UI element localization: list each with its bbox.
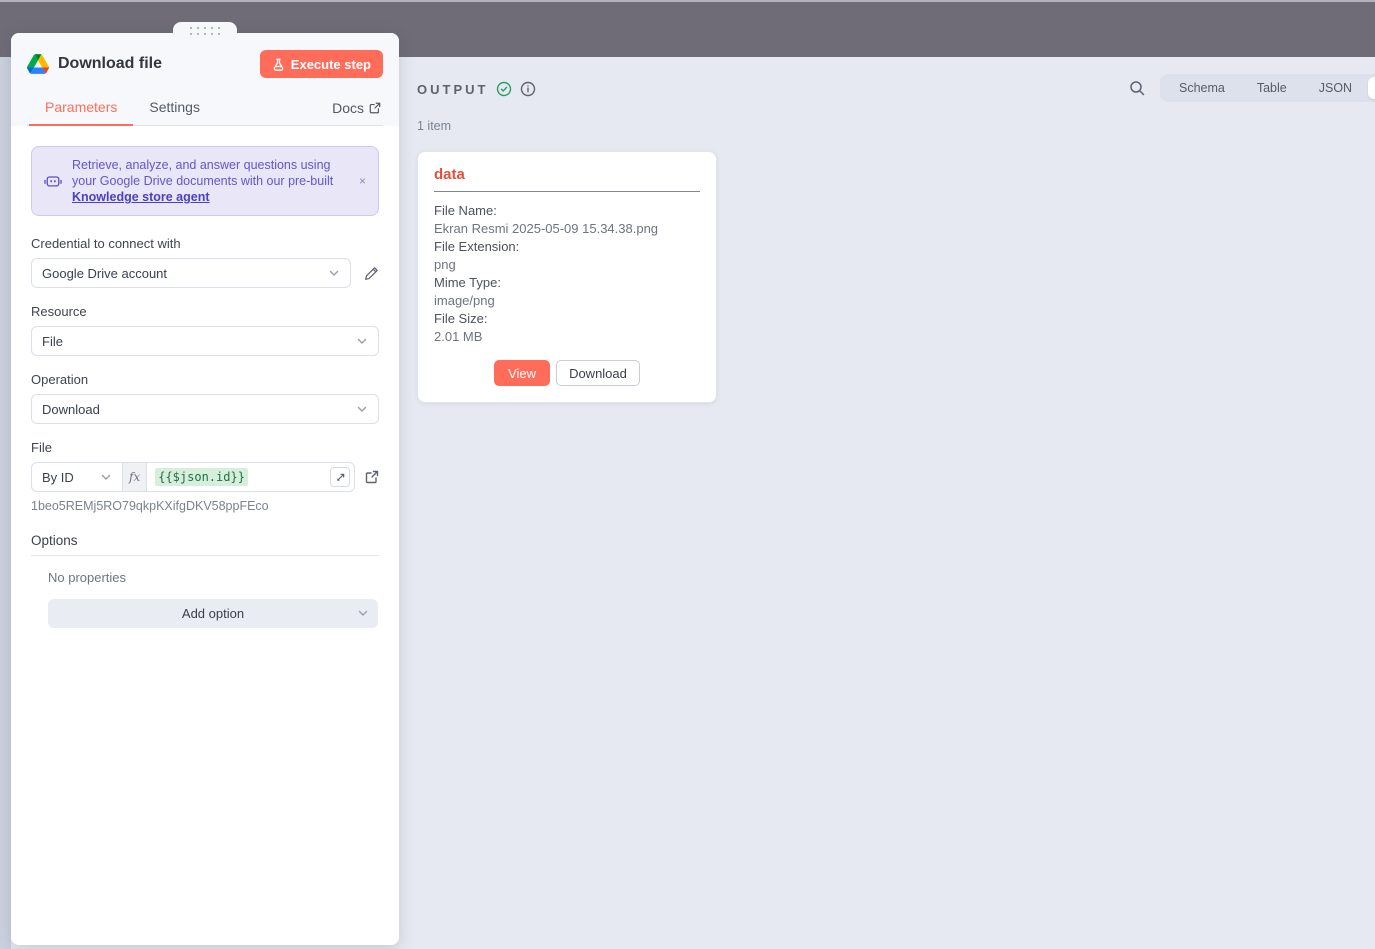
tab-parameters[interactable]: Parameters (29, 91, 134, 126)
binary-data-card: data File Name: Ekran Resmi 2025-05-09 1… (417, 151, 717, 403)
file-name-value: Ekran Resmi 2025-05-09 15.34.38.png (434, 221, 659, 236)
parameters-form: Retrieve, analyze, and answer questions … (11, 126, 399, 945)
resource-label: Resource (31, 304, 87, 319)
add-option-button[interactable]: Add option (48, 599, 378, 628)
card-divider (434, 191, 700, 192)
operation-select[interactable]: Download (31, 394, 379, 424)
robot-icon (44, 173, 62, 189)
docs-label: Docs (332, 100, 364, 116)
chevron-down-icon (356, 403, 368, 415)
tab-settings[interactable]: Settings (149, 99, 200, 115)
expression-value: {{$json.id}} (155, 468, 248, 486)
chevron-down-icon (356, 335, 368, 347)
execute-step-button[interactable]: Execute step (259, 50, 383, 78)
backdrop-strip (0, 57, 11, 949)
chevron-down-icon (328, 267, 340, 279)
file-label: File (31, 440, 52, 455)
credential-field-group: Credential to connect with Google Drive … (31, 236, 379, 288)
file-extension-value: png (434, 257, 456, 272)
operation-label: Operation (31, 372, 89, 387)
knowledge-store-agent-link[interactable]: Knowledge store agent (72, 190, 210, 204)
view-tab-table[interactable]: Table (1256, 81, 1287, 95)
file-size-value: 2.01 MB (434, 329, 483, 344)
knowledge-store-callout: Retrieve, analyze, and answer questions … (31, 146, 379, 216)
resource-select[interactable]: File (31, 326, 379, 356)
external-link-icon (369, 102, 381, 114)
operation-field-group: Operation Download (31, 372, 379, 424)
output-panel: OUTPUT Schema Table JSON Binary 1 item d… (400, 57, 1375, 949)
items-count: 1 item (417, 119, 452, 133)
node-tabs: Parameters Settings Docs (27, 91, 383, 126)
output-view-tabs: Schema Table JSON Binary (1160, 74, 1375, 102)
execute-step-label: Execute step (290, 56, 371, 72)
download-button[interactable]: Download (556, 360, 640, 386)
google-drive-icon (27, 54, 49, 74)
file-mode-select[interactable]: By ID (31, 462, 123, 492)
drag-dots-icon (189, 26, 221, 36)
info-icon[interactable] (520, 81, 536, 97)
credential-label: Credential to connect with (31, 236, 181, 251)
resource-value: File (42, 333, 63, 349)
options-section-label: Options (31, 533, 379, 556)
file-field-group: File By ID fx {{$json.id}} (31, 440, 379, 513)
view-tab-json[interactable]: JSON (1318, 81, 1353, 95)
open-expression-editor-icon[interactable] (330, 467, 350, 487)
file-mode-value: By ID (42, 469, 74, 485)
open-file-external-link-icon[interactable] (365, 470, 379, 484)
node-details-panel: Download file Execute step Parameters Se… (11, 33, 399, 945)
mime-type-value: image/png (434, 293, 495, 308)
fx-badge: fx (123, 462, 148, 492)
resolved-expression-value: 1beo5REMj5RO79qkpKXifgDKV58ppFEco (31, 499, 269, 513)
file-name-label: File Name: (434, 203, 497, 218)
binary-key-title: data (434, 166, 465, 183)
resource-field-group: Resource File (31, 304, 379, 356)
file-extension-label: File Extension: (434, 239, 520, 254)
view-tab-binary[interactable]: Binary (1368, 77, 1375, 99)
add-option-label: Add option (181, 606, 245, 621)
node-title: Download file (58, 55, 162, 72)
file-size-label: File Size: (434, 311, 488, 326)
options-empty-text: No properties (48, 570, 127, 585)
success-check-icon (496, 81, 512, 97)
file-id-expression-input[interactable]: {{$json.id}} (147, 462, 355, 492)
callout-text: Retrieve, analyze, and answer questions … (72, 158, 334, 204)
mime-type-label: Mime Type: (434, 275, 501, 290)
operation-value: Download (42, 401, 100, 417)
edit-credential-pencil-icon[interactable] (364, 266, 379, 281)
flask-icon (272, 58, 285, 71)
docs-link[interactable]: Docs (332, 100, 381, 125)
callout-close-icon[interactable]: × (358, 174, 366, 188)
chevron-down-icon (357, 607, 369, 619)
output-title: OUTPUT (417, 81, 489, 97)
view-button[interactable]: View (494, 360, 551, 386)
chevron-down-icon (100, 471, 112, 483)
credential-select[interactable]: Google Drive account (31, 258, 351, 288)
node-panel-header: Download file Execute step Parameters Se… (11, 33, 399, 126)
credential-value: Google Drive account (42, 265, 168, 281)
panel-drag-handle[interactable] (173, 22, 237, 40)
view-tab-schema[interactable]: Schema (1179, 81, 1225, 95)
search-icon[interactable] (1129, 80, 1146, 97)
